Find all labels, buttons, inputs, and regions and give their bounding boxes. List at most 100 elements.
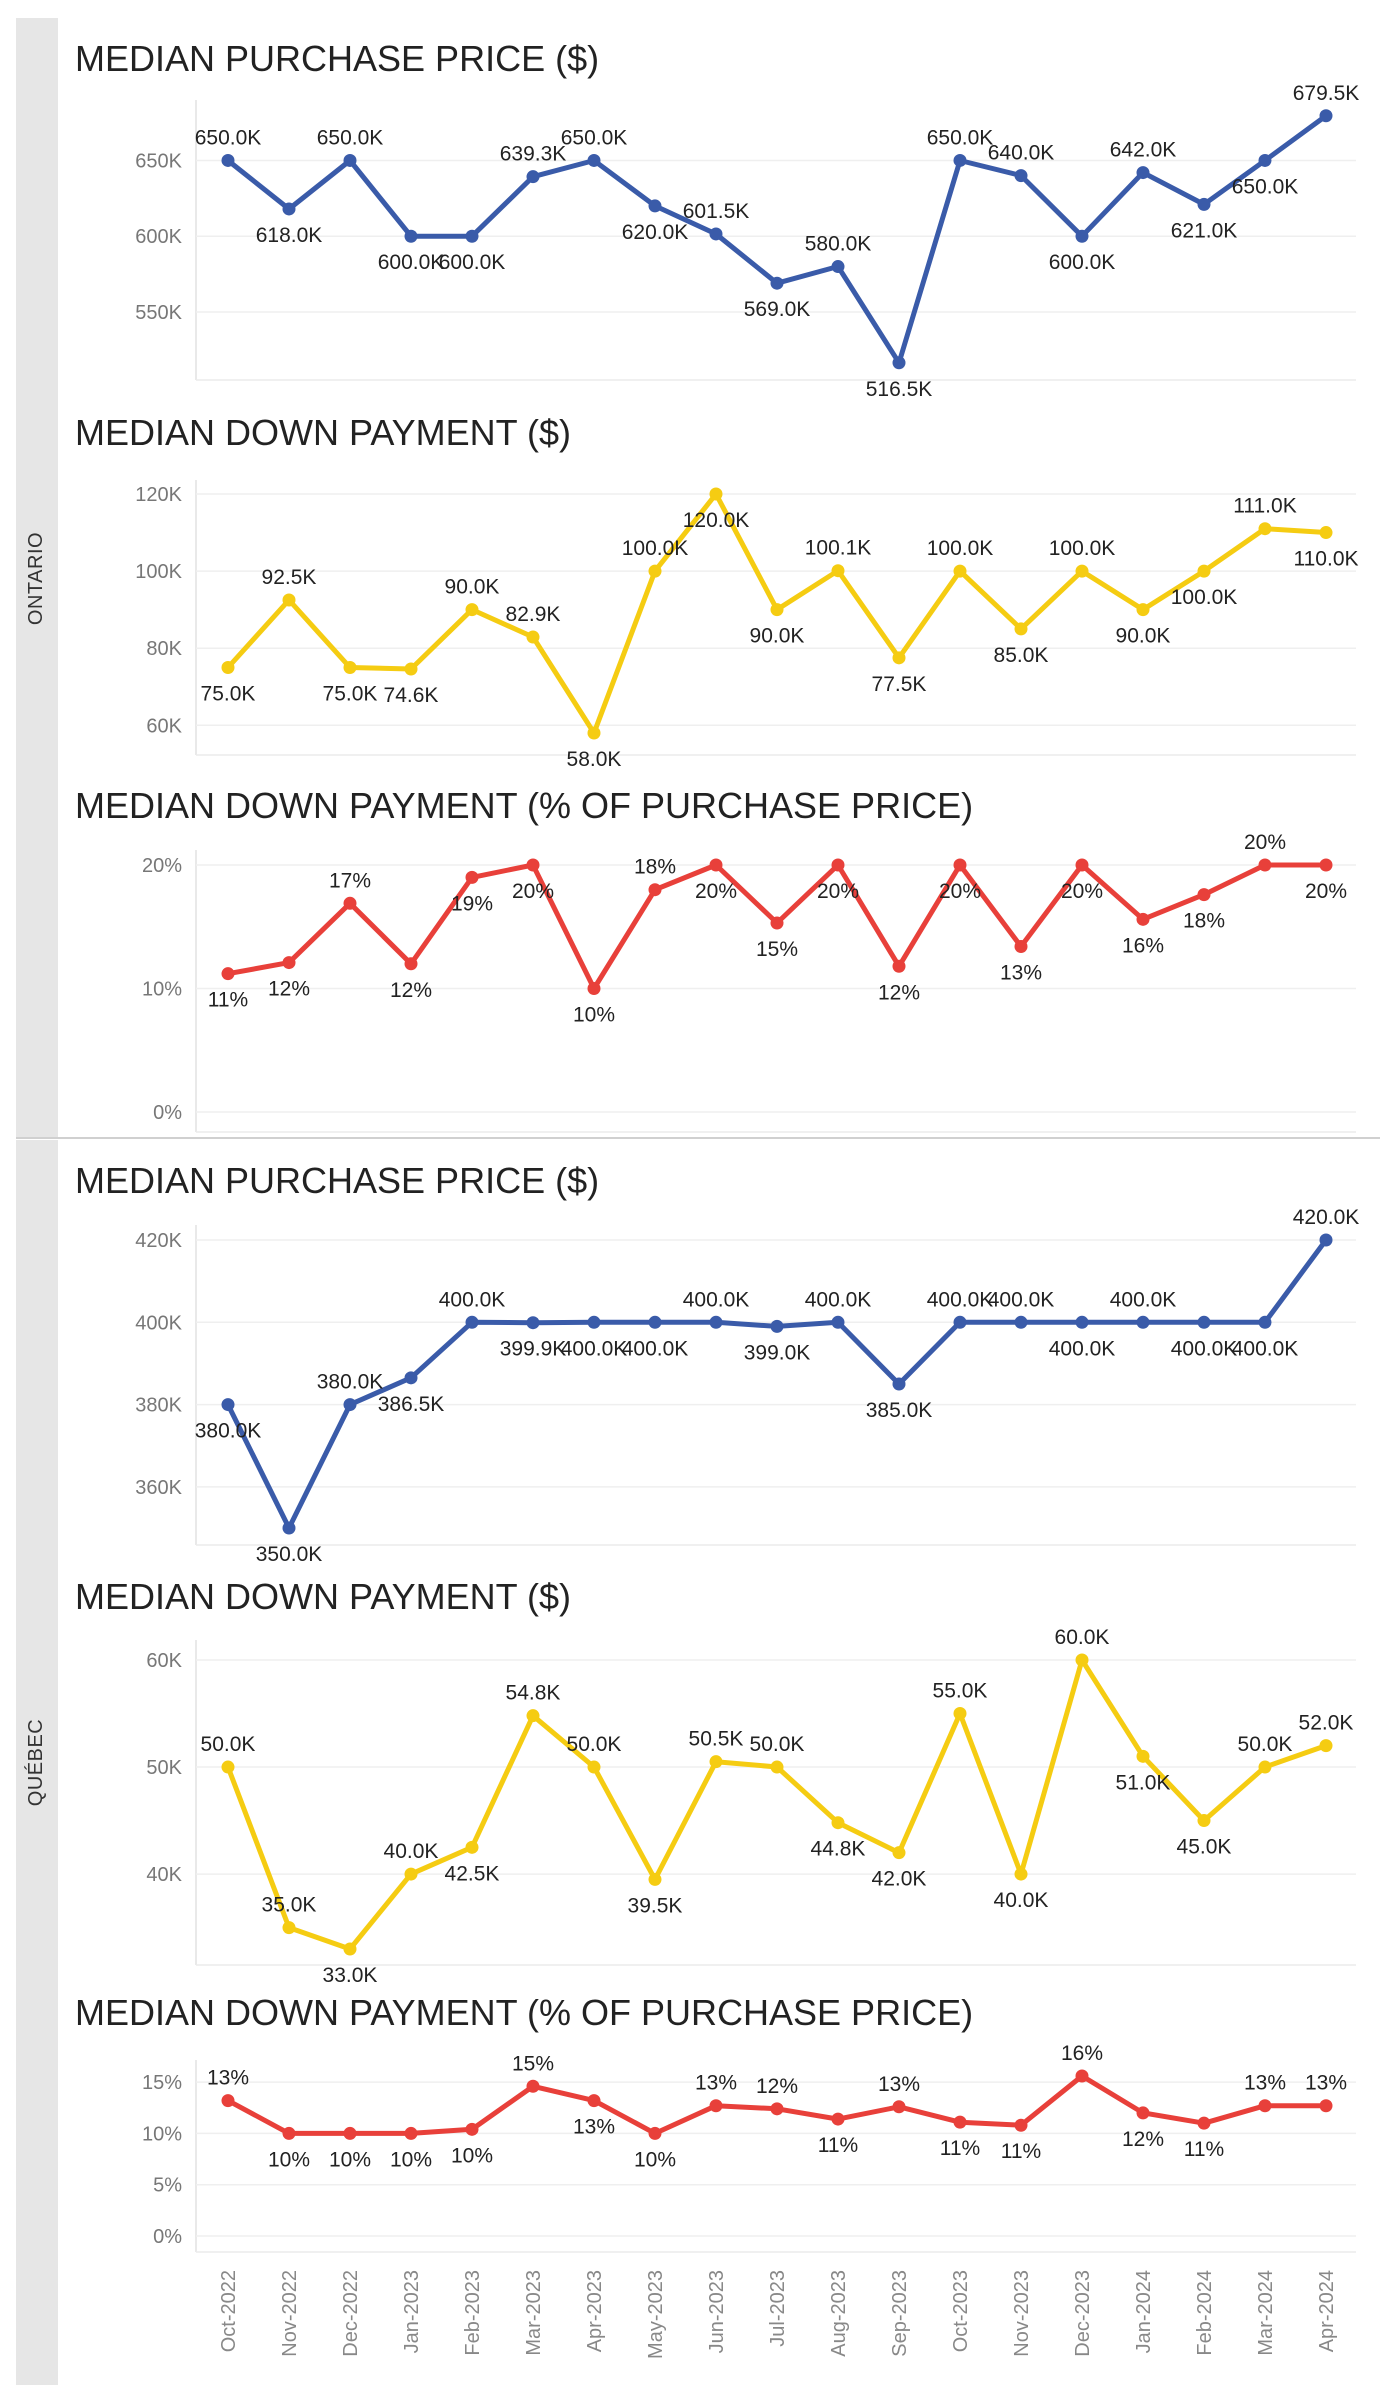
x-tick-label: Mar-2023 (523, 2270, 545, 2356)
data-label: 19% (451, 892, 493, 915)
data-label: 20% (695, 880, 737, 903)
y-tick-label: 360K (135, 1477, 182, 1499)
data-point (1258, 1315, 1272, 1329)
data-label: 45.0K (1177, 1836, 1232, 1859)
data-point (831, 1315, 845, 1329)
y-tick-label: 380K (135, 1395, 182, 1417)
data-point (221, 2094, 235, 2108)
x-tick-label: Jan-2024 (1133, 2270, 1155, 2353)
data-label: 100.0K (622, 537, 689, 560)
data-point (648, 564, 662, 578)
data-point (282, 593, 296, 607)
data-point (1136, 1315, 1150, 1329)
data-point (1075, 1653, 1089, 1667)
data-label: 12% (390, 979, 432, 1002)
data-label: 50.0K (750, 1733, 805, 1756)
data-point (587, 1315, 601, 1329)
y-tick-label: 100K (135, 561, 182, 583)
data-label: 90.0K (1116, 625, 1171, 648)
data-label: 100.0K (1171, 586, 1238, 609)
y-tick-label: 10% (142, 979, 182, 1001)
data-label: 399.0K (744, 1341, 811, 1364)
y-tick-label: 5% (153, 2175, 182, 2197)
chart-title: MEDIAN DOWN PAYMENT ($) (75, 1576, 572, 1617)
data-label: 20% (1244, 831, 1286, 854)
data-label: 385.0K (866, 1399, 933, 1422)
y-tick-label: 650K (135, 150, 182, 172)
data-point (1258, 522, 1272, 536)
data-point (1014, 2118, 1028, 2132)
y-tick-label: 15% (142, 2072, 182, 2094)
data-point (953, 1315, 967, 1329)
chart-title: MEDIAN PURCHASE PRICE ($) (75, 1160, 600, 1201)
data-label: 51.0K (1116, 1771, 1171, 1794)
data-label: 650.0K (1232, 175, 1299, 198)
data-label: 100.0K (927, 537, 994, 560)
data-label: 10% (390, 2148, 432, 2171)
data-label: 60.0K (1055, 1626, 1110, 1649)
data-point (953, 858, 967, 872)
data-label: 380.0K (317, 1371, 384, 1394)
chart-title: MEDIAN PURCHASE PRICE ($) (75, 38, 600, 79)
data-point (587, 2094, 601, 2108)
data-point (709, 858, 723, 872)
data-label: 516.5K (866, 378, 933, 401)
data-point (770, 276, 784, 290)
data-label: 642.0K (1110, 139, 1177, 162)
data-point (404, 1867, 418, 1881)
x-tick-label: Oct-2022 (218, 2270, 240, 2352)
data-point (1197, 1315, 1211, 1329)
data-label: 400.0K (439, 1288, 506, 1311)
y-tick-label: 40K (146, 1864, 182, 1886)
data-label: 13% (1000, 962, 1042, 985)
data-point (1014, 622, 1028, 636)
x-tick-label: Aug-2023 (828, 2270, 850, 2357)
data-point (1136, 1749, 1150, 1763)
region-band-quebec (16, 1140, 58, 2385)
data-point (1014, 1315, 1028, 1329)
data-point (1136, 166, 1150, 180)
data-point (343, 1942, 357, 1956)
data-point (343, 1398, 357, 1412)
data-point (587, 726, 601, 740)
data-label: 400.0K (1110, 1288, 1177, 1311)
x-tick-label: Apr-2024 (1316, 2270, 1338, 2352)
data-point (1319, 1233, 1333, 1247)
data-point (770, 603, 784, 617)
x-tick-label: Sep-2023 (889, 2270, 911, 2357)
x-tick-label: Nov-2022 (279, 2270, 301, 2357)
data-label: 600.0K (1049, 251, 1116, 274)
data-label: 18% (1183, 910, 1225, 933)
data-point (831, 858, 845, 872)
data-point (648, 1315, 662, 1329)
data-label: 11% (1184, 2138, 1224, 2161)
data-point (465, 603, 479, 617)
data-label: 400.0K (1232, 1337, 1299, 1360)
series-line (225, 1657, 1329, 1952)
y-tick-label: 420K (135, 1230, 182, 1252)
data-label: 40.0K (384, 1840, 439, 1863)
data-point (587, 153, 601, 167)
data-label: 54.8K (506, 1682, 561, 1705)
data-point (1197, 197, 1211, 211)
data-point (1136, 603, 1150, 617)
data-label: 12% (1122, 2128, 1164, 2151)
data-label: 400.0K (805, 1288, 872, 1311)
data-label: 35.0K (262, 1894, 317, 1917)
data-point (831, 1816, 845, 1830)
data-label: 13% (1305, 2072, 1347, 2095)
data-point (709, 227, 723, 241)
data-label: 399.9K (500, 1338, 567, 1361)
data-label: 618.0K (256, 224, 323, 247)
data-point (1319, 2099, 1333, 2113)
data-point (282, 202, 296, 216)
data-label: 100.0K (1049, 537, 1116, 560)
data-point (1258, 153, 1272, 167)
chart-title: MEDIAN DOWN PAYMENT ($) (75, 412, 572, 453)
data-point (1075, 1315, 1089, 1329)
data-label: 20% (1305, 880, 1347, 903)
x-tick-label: Feb-2023 (462, 2270, 484, 2356)
x-tick-label: Feb-2024 (1194, 2270, 1216, 2356)
data-point (770, 916, 784, 930)
